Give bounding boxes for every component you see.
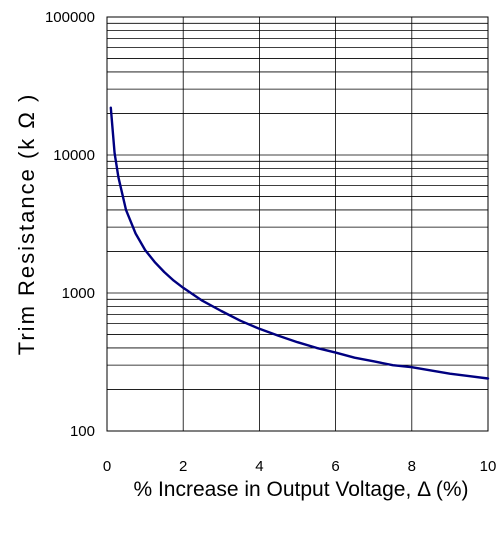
- x-tick-label: 6: [331, 458, 339, 475]
- x-tick-label: 2: [179, 458, 187, 475]
- x-tick-label: 10: [480, 458, 497, 475]
- grid: [107, 17, 488, 431]
- x-tick-label: 0: [103, 458, 111, 475]
- x-axis-label: % Increase in Output Voltage, Δ (%): [133, 478, 468, 501]
- y-tick-label: 1000: [62, 285, 95, 302]
- y-tick-label: 10000: [53, 147, 95, 164]
- x-tick-label: 4: [255, 458, 263, 475]
- y-tick-label: 100: [70, 423, 95, 440]
- x-tick-label: 8: [408, 458, 416, 475]
- x-tick-labels: 0 2 4 6 8 10: [103, 458, 497, 475]
- plot-area-border: [107, 17, 488, 431]
- trim-resistance-curve: [111, 108, 488, 379]
- y-tick-label: 100000: [45, 9, 95, 26]
- y-axis-label: Trim Resistance (k Ω ): [14, 93, 39, 356]
- y-tick-labels: 100 1000 10000 100000: [45, 9, 95, 440]
